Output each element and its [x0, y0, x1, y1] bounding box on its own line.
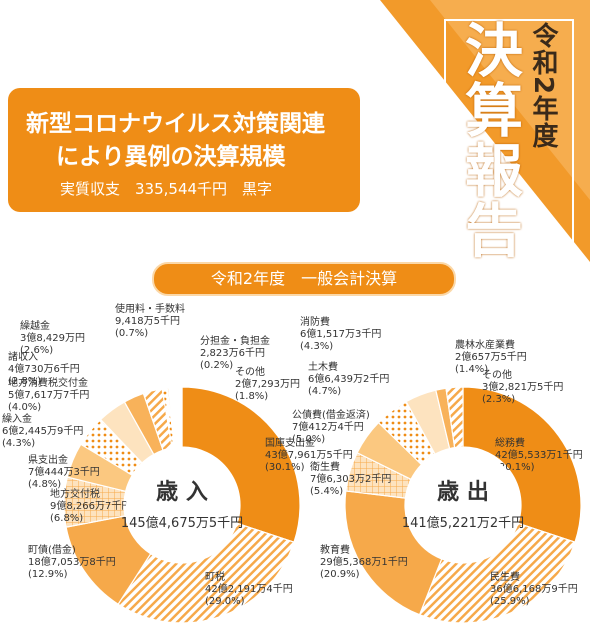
- revenue-slice-12: [168, 386, 183, 449]
- revenue-label-2: 町税 42億2,191万4千円(29.0%): [205, 570, 293, 607]
- center-hole: [126, 449, 238, 561]
- revenue-slice-2: [117, 522, 295, 624]
- banner-headline-2: により異例の決算規模: [56, 144, 286, 170]
- banner-balance: 実質収支 335,544千円 黒字: [60, 180, 273, 198]
- expenditure-label-6: 土木費 6億6,439万2千円(4.7%): [308, 360, 389, 397]
- revenue-chart: 国庫支出金 43億7,961万5千円(30.1%) 町税 42億2,191万4千円(2…: [2, 302, 353, 624]
- revenue-label-5: 県支出金 7億444万3千円(4.8%): [28, 453, 100, 490]
- expenditure-label-8: 農林水産業費 2億657万5千円(1.4%): [455, 338, 527, 375]
- revenue-slice-1: [181, 386, 301, 543]
- center-title: 歳 入: [156, 480, 208, 505]
- center-hole: [407, 449, 519, 561]
- revenue-label-1: 国庫支出金 43億7,961万5千円(30.1%): [265, 436, 353, 473]
- summary-banner: 新型コロナウイルス対策関連 により異例の決算規模 実質収支 335,544千円 …: [8, 88, 360, 212]
- report-year: 令和2年度: [528, 22, 558, 150]
- report-title: 決算報告: [455, 20, 523, 260]
- banner-headline-1: 新型コロナウイルス対策関連: [26, 111, 325, 137]
- revenue-label-6: 繰入金 6億2,445万9千円(4.3%): [2, 412, 83, 449]
- expenditure-slice-2: [418, 522, 576, 624]
- expenditure-label-7: 消防費 6億1,517万3千円(4.3%): [300, 315, 381, 352]
- revenue-label-7: 地方消費税交付金 5億7,617万7千円(4.0%): [8, 376, 89, 413]
- expenditure-slice-1: [462, 386, 582, 543]
- expenditure-label-1: 総務費 42億5,533万1千円(30.1%): [495, 436, 583, 473]
- center-total: 145億4,675万5千円: [121, 515, 243, 531]
- revenue-label-9: 繰越金 3億8,429万円(2.6%): [20, 319, 85, 356]
- expenditure-label-2: 民生費 36億6,168万9千円(25.9%): [490, 570, 578, 607]
- revenue-label-12: その他 2億7,293万円(1.8%): [235, 365, 300, 402]
- revenue-label-10: 使用料・手数料 9,418万5千円(0.7%): [115, 302, 185, 339]
- revenue-label-4: 地方交付税 9億8,266万7千円(6.8%): [50, 487, 131, 524]
- expenditure-label-4: 衛生費 7億6,303万2千円(5.4%): [310, 460, 391, 497]
- expenditure-label-9: その他 3億2,821万5千円(2.3%): [482, 368, 563, 405]
- revenue-label-3: 町債(借金) 18億7,053万8千円(12.9%): [28, 543, 116, 580]
- revenue-label-8: 諸収入 4億730万6千円(2.8%): [8, 350, 80, 387]
- expenditure-label-5: 公債費(借金返済) 7億412万4千円(5.0%): [292, 408, 370, 445]
- center-total: 141億5,221万2千円: [402, 515, 524, 531]
- expenditure-chart: 総務費 42億5,533万1千円(30.1%) 民生費 36億6,168万9千円(25…: [292, 315, 583, 624]
- expenditure-slice-9: [445, 386, 464, 449]
- section-title: 令和2年度 一般会計決算: [152, 262, 456, 296]
- revenue-label-11: 分担金・負担金 2,823万6千円(0.2%): [200, 334, 270, 371]
- expenditure-label-3: 教育費 29億5,368万1千円(20.9%): [320, 543, 408, 580]
- expenditure-slice-3: [344, 490, 443, 616]
- center-title: 歳 出: [437, 480, 489, 505]
